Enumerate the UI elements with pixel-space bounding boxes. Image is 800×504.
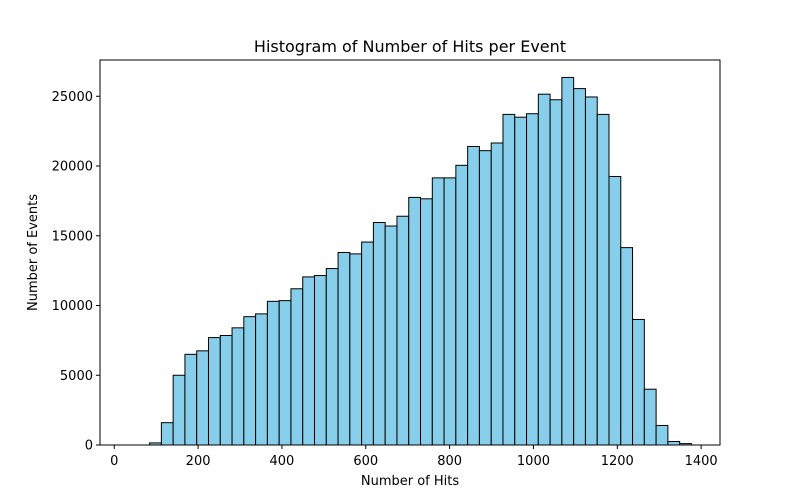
y-axis-label: Number of Events [26,194,41,311]
histogram-bar [620,247,634,446]
histogram-bar [396,215,410,446]
y-tick-label: 20000 [52,160,93,175]
x-tick-label: 200 [186,454,211,469]
histogram-bar [207,337,221,446]
histogram-bar [573,88,586,446]
histogram-bar [632,318,645,446]
histogram-bar [443,177,457,446]
histogram-bar [537,93,551,446]
histogram-bar [290,288,304,446]
plot-frame [99,59,721,446]
y-tick-label: 10000 [52,299,93,314]
histogram-bar [655,424,669,446]
histogram-bar [337,252,351,446]
histogram-bar [467,145,480,446]
x-tick-label: 1200 [601,454,634,469]
histogram-bar [384,225,398,446]
x-tick-label: 400 [270,454,295,469]
histogram-bar [266,300,280,446]
histogram-bar [408,196,422,446]
histogram-bar [349,253,363,446]
histogram-bar [514,116,528,446]
histogram-bar [302,276,316,446]
y-tick-label: 5000 [60,369,93,384]
histogram-bar [172,374,186,446]
x-tick-label: 0 [110,454,118,469]
histogram-bar [549,99,563,446]
histogram-bar [526,113,539,446]
histogram-bar [596,113,610,446]
x-tick-label: 1000 [517,454,550,469]
histogram-bar [667,441,681,446]
histogram-bar [160,422,174,446]
y-axis-ticks: 0 5000 10000 15000 20000 25000 [52,90,100,454]
histogram-bar [490,142,504,446]
histogram-bar [502,113,516,446]
histogram-bar [231,327,245,446]
x-tick-label: 800 [437,454,462,469]
chart-title: Histogram of Number of Hits per Event [254,37,566,56]
x-axis-ticks: 0 200 400 600 800 1000 1200 1400 [110,445,718,469]
histogram-bar [455,164,469,446]
x-tick-label: 1400 [685,454,718,469]
histogram-bar [219,335,233,446]
histogram-bar [184,353,198,446]
histogram-bar [361,241,374,446]
histogram-bar [643,388,657,446]
y-tick-label: 15000 [52,229,93,244]
histogram-bar [314,275,327,446]
x-axis-label: Number of Hits [361,474,460,489]
histogram-bar [372,222,386,446]
histogram-bar [255,313,268,446]
y-tick-label: 0 [85,439,93,454]
histogram-bar [196,350,209,446]
histogram-bar [420,198,433,446]
histogram-bar [243,316,257,446]
histogram-bar [325,268,339,446]
histogram-bar [278,300,292,446]
histogram-bar [561,76,575,446]
histogram-bar [608,175,622,446]
histogram-bar [584,96,598,446]
x-tick-label: 600 [353,454,378,469]
histogram-bar [478,150,492,446]
bars-layer [149,76,692,446]
histogram-bar [431,177,445,446]
y-tick-label: 25000 [52,90,93,105]
